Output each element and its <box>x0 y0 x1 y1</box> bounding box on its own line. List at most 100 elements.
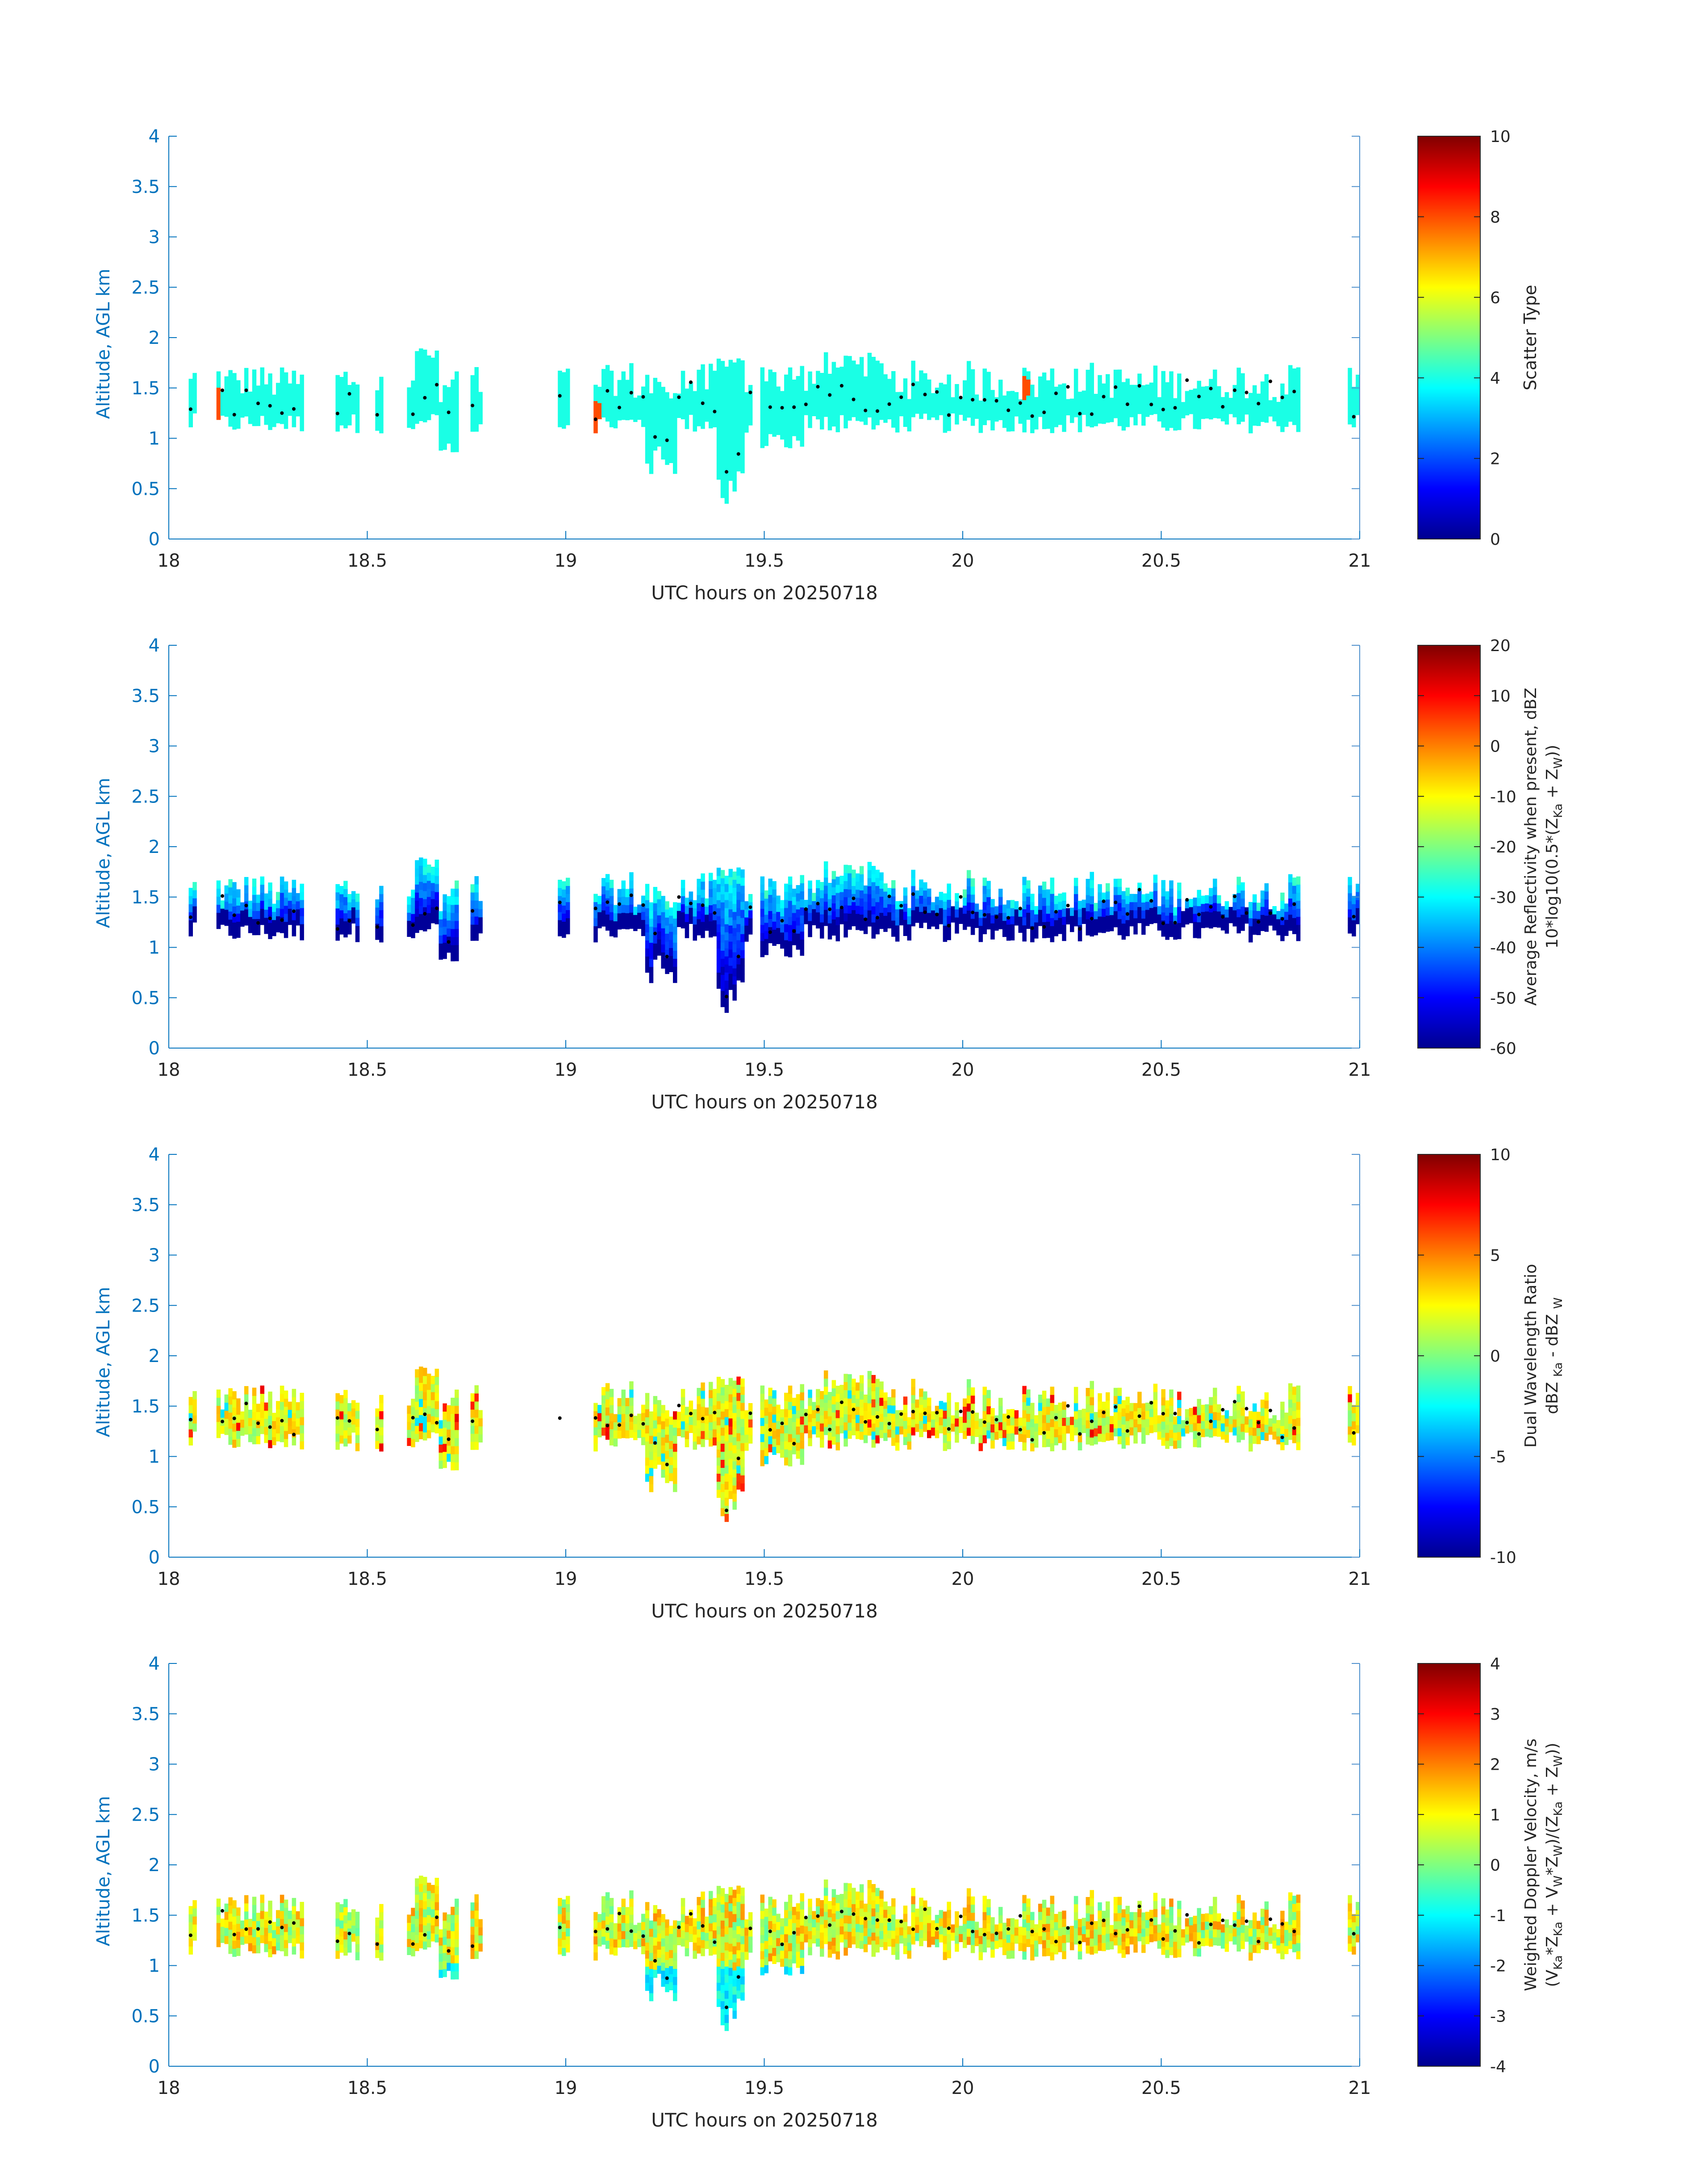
heatmap-cell <box>839 1417 844 1425</box>
heatmap-cell <box>911 1427 915 1436</box>
heatmap-cell <box>228 903 233 912</box>
heatmap-cell <box>701 364 705 373</box>
heatmap-cell <box>1117 1396 1122 1404</box>
heatmap-cell <box>637 395 642 404</box>
heatmap-cell <box>1141 910 1146 919</box>
heatmap-cell <box>705 1407 709 1416</box>
heatmap-cell <box>792 1430 797 1438</box>
heatmap-cell <box>891 1405 896 1414</box>
heatmap-cell <box>343 1915 348 1924</box>
heatmap-cell <box>1169 387 1173 396</box>
heatmap-cell <box>693 399 697 408</box>
heatmap-cell <box>740 958 745 966</box>
heatmap-cell <box>455 411 459 420</box>
heatmap-cell <box>1098 407 1102 416</box>
heatmap-cell <box>1153 1391 1158 1400</box>
heatmap-cell <box>776 426 781 435</box>
heatmap-cell <box>426 889 431 897</box>
heatmap-cell <box>796 1418 801 1427</box>
heatmap-cell <box>451 404 455 412</box>
heatmap-cell <box>1018 1417 1023 1426</box>
heatmap-cell <box>1082 899 1086 908</box>
heatmap-cell <box>827 406 832 414</box>
heatmap-cell <box>859 397 864 406</box>
heatmap-cell <box>812 1402 816 1410</box>
heatmap-cell <box>970 418 975 426</box>
marker-dot <box>887 402 891 406</box>
heatmap-cell <box>764 1416 768 1424</box>
heatmap-cell <box>1236 392 1241 400</box>
heatmap-cell <box>728 359 733 368</box>
heatmap-cell <box>558 928 562 936</box>
heatmap-cell <box>617 1398 622 1407</box>
heatmap-cell <box>339 926 344 935</box>
heatmap-cell <box>597 1938 602 1947</box>
heatmap-cell <box>1157 397 1162 405</box>
heatmap-cell <box>1046 1438 1051 1447</box>
heatmap-cell <box>867 910 872 919</box>
heatmap-cell <box>558 920 562 928</box>
heatmap-cell <box>1006 423 1011 432</box>
heatmap-cell <box>1030 934 1035 943</box>
heatmap-cell <box>1082 915 1086 924</box>
heatmap-cell <box>236 1398 241 1407</box>
heatmap-cell <box>784 374 789 383</box>
heatmap-cell <box>478 1434 483 1443</box>
heatmap-cell <box>232 421 237 430</box>
heatmap-cell <box>1022 400 1027 409</box>
heatmap-cell <box>724 1393 729 1401</box>
heatmap-cell <box>720 886 725 894</box>
heatmap-cell <box>224 1903 229 1912</box>
heatmap-cell <box>1224 400 1229 409</box>
heatmap-cell <box>863 1435 868 1443</box>
heatmap-cell <box>562 380 566 389</box>
heatmap-cell <box>1201 402 1205 411</box>
heatmap-cell <box>653 1428 658 1437</box>
marker-dot <box>935 912 939 916</box>
heatmap-cell <box>1082 907 1086 916</box>
heatmap-cell <box>919 1404 923 1413</box>
heatmap-cell <box>343 1406 348 1415</box>
heatmap-cell <box>804 900 808 908</box>
heatmap-cell <box>1066 1417 1070 1426</box>
heatmap-cell <box>228 418 233 427</box>
heatmap-cell <box>645 940 650 949</box>
heatmap-cell <box>1129 409 1134 418</box>
heatmap-cell <box>728 933 733 942</box>
heatmap-cell <box>597 1914 602 1922</box>
heatmap-cell <box>1077 901 1082 909</box>
heatmap-cell <box>288 900 292 909</box>
heatmap-cell <box>673 1411 677 1420</box>
heatmap-cell <box>732 362 737 371</box>
heatmap-cell <box>951 1423 955 1432</box>
heatmap-cell <box>244 1410 249 1419</box>
heatmap-cell <box>1042 1391 1047 1399</box>
heatmap-cell <box>736 1376 741 1385</box>
heatmap-cell <box>276 1926 280 1935</box>
heatmap-cell <box>252 1412 257 1421</box>
heatmap-cell <box>748 417 753 426</box>
heatmap-cell <box>1106 1400 1110 1409</box>
heatmap-cell <box>1217 394 1221 403</box>
heatmap-cell <box>848 1390 852 1399</box>
heatmap-cell <box>776 402 781 411</box>
heatmap-cell <box>764 898 768 907</box>
heatmap-cell <box>831 871 836 879</box>
heatmap-cell <box>566 918 570 927</box>
heatmap-cell <box>296 400 300 409</box>
heatmap-cell <box>1113 394 1118 402</box>
heatmap-cell <box>407 395 411 404</box>
marker-dot <box>804 402 808 406</box>
heatmap-cell <box>562 372 566 380</box>
heatmap-cell <box>899 1426 904 1435</box>
marker-dot <box>864 1420 868 1424</box>
heatmap-cell <box>724 1457 729 1466</box>
heatmap-cell <box>859 882 864 890</box>
heatmap-cell <box>724 876 729 884</box>
heatmap-cell <box>1205 911 1209 920</box>
heatmap-cell <box>474 884 479 893</box>
heatmap-cell <box>451 888 455 897</box>
heatmap-cell <box>701 930 705 938</box>
heatmap-cell <box>867 409 872 418</box>
heatmap-cell <box>792 412 797 420</box>
